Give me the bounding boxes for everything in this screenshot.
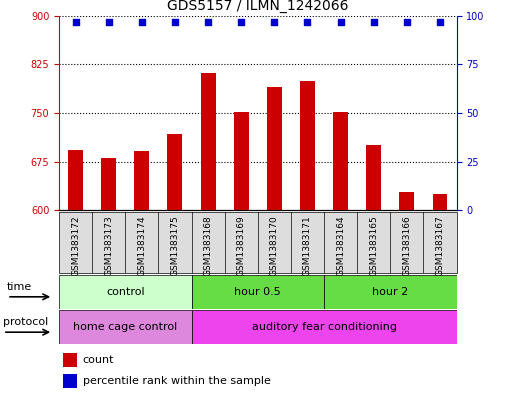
Text: hour 0.5: hour 0.5 bbox=[234, 287, 281, 297]
Text: GSM1383166: GSM1383166 bbox=[402, 215, 411, 276]
Bar bbox=[366, 145, 381, 210]
Point bbox=[171, 18, 179, 25]
Text: GSM1383172: GSM1383172 bbox=[71, 215, 80, 276]
Point bbox=[105, 18, 113, 25]
Bar bbox=[63, 353, 77, 367]
Bar bbox=[400, 192, 415, 210]
Bar bbox=[191, 275, 324, 309]
Point bbox=[270, 18, 279, 25]
Bar bbox=[267, 87, 282, 210]
Point bbox=[137, 18, 146, 25]
Bar bbox=[201, 73, 215, 210]
Bar bbox=[68, 150, 83, 210]
Text: GSM1383169: GSM1383169 bbox=[236, 215, 246, 276]
Bar bbox=[101, 158, 116, 210]
Point bbox=[436, 18, 444, 25]
Point bbox=[370, 18, 378, 25]
Bar bbox=[134, 151, 149, 210]
Bar bbox=[59, 275, 191, 309]
Text: GSM1383173: GSM1383173 bbox=[104, 215, 113, 276]
Text: GSM1383164: GSM1383164 bbox=[336, 215, 345, 276]
Text: auditory fear conditioning: auditory fear conditioning bbox=[251, 322, 397, 332]
Bar bbox=[432, 194, 447, 210]
Bar bbox=[59, 212, 457, 273]
Bar bbox=[191, 310, 457, 344]
Text: count: count bbox=[83, 355, 114, 365]
Text: percentile rank within the sample: percentile rank within the sample bbox=[83, 376, 271, 386]
Bar bbox=[300, 81, 315, 210]
Title: GDS5157 / ILMN_1242066: GDS5157 / ILMN_1242066 bbox=[167, 0, 348, 13]
Text: GSM1383168: GSM1383168 bbox=[204, 215, 212, 276]
Bar bbox=[63, 374, 77, 388]
Point bbox=[403, 18, 411, 25]
Text: GSM1383167: GSM1383167 bbox=[436, 215, 444, 276]
Text: GSM1383174: GSM1383174 bbox=[137, 215, 146, 276]
Bar bbox=[168, 134, 183, 210]
Text: GSM1383171: GSM1383171 bbox=[303, 215, 312, 276]
Text: protocol: protocol bbox=[3, 317, 48, 327]
Point bbox=[237, 18, 245, 25]
Bar bbox=[324, 275, 457, 309]
Text: hour 2: hour 2 bbox=[372, 287, 408, 297]
Text: GSM1383165: GSM1383165 bbox=[369, 215, 378, 276]
Text: home cage control: home cage control bbox=[73, 322, 177, 332]
Bar bbox=[59, 310, 191, 344]
Text: GSM1383175: GSM1383175 bbox=[170, 215, 180, 276]
Point bbox=[303, 18, 311, 25]
Text: control: control bbox=[106, 287, 145, 297]
Bar bbox=[333, 112, 348, 210]
Point bbox=[337, 18, 345, 25]
Text: GSM1383170: GSM1383170 bbox=[270, 215, 279, 276]
Text: time: time bbox=[7, 282, 32, 292]
Point bbox=[71, 18, 80, 25]
Bar bbox=[234, 112, 249, 210]
Point bbox=[204, 18, 212, 25]
